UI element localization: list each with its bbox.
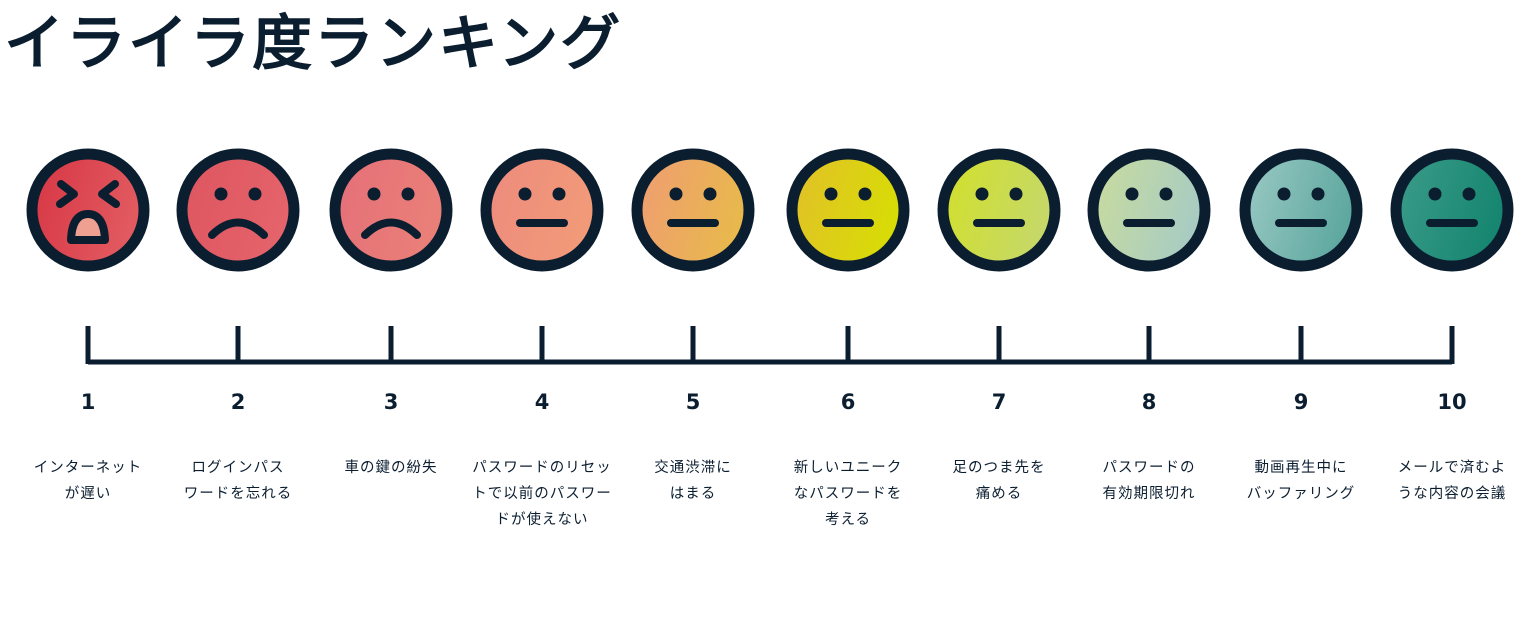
rank-number: 8 [1141,390,1157,414]
rank-label-line: トで以前のパスワー [472,486,612,502]
face-icon-neutral [1087,148,1211,272]
rank-label: パスワードのリセッ トで以前のパスワー ドが使えない [467,455,617,533]
rank-label-line: はまる [669,486,717,502]
rank-label-line: 交通渋滞に [654,460,732,476]
rank-label-line: パスワードのリセッ [472,460,612,476]
rank-label-line: 足のつま先を [952,460,1046,476]
rank-number: 3 [383,390,399,414]
rank-label-line: バッファリング [1246,486,1356,502]
face-icon-neutral [480,148,604,272]
rank-label-line: インターネット [33,460,143,476]
rank-number: 6 [840,390,856,414]
face-icon-neutral [1239,148,1363,272]
rank-label-line: が遅い [64,486,112,502]
rank-label: 新しいユニーク なパスワードを 考える [773,455,923,533]
rank-label: メールで済むよ うな内容の会議 [1377,455,1527,507]
face-icon-neutral [937,148,1061,272]
face-icon-neutral [1390,148,1514,272]
rank-number: 4 [534,390,550,414]
rank-label-line: なパスワードを [793,486,903,502]
rank-label: 車の鍵の紛失 [316,455,466,481]
rank-label-line: 考える [824,512,872,528]
rank-number: 10 [1437,390,1467,414]
face-icon-neutral [631,148,755,272]
rank-label-line: うな内容の会議 [1397,486,1507,502]
rank-label-line: ドが使えない [495,512,589,528]
rank-label: パスワードの 有効期限切れ [1074,455,1224,507]
face-icon-neutral [786,148,910,272]
rank-label: インターネット が遅い [13,455,163,507]
rank-label: 交通渋滞に はまる [618,455,768,507]
rank-label-line: ワードを忘れる [183,486,293,502]
rank-number: 7 [991,390,1007,414]
rank-label: ログインパス ワードを忘れる [163,455,313,507]
face-icon-sad [176,148,300,272]
face-icon-sad [329,148,453,272]
page-title: イライラ度ランキング [4,9,623,79]
rank-label-line: 車の鍵の紛失 [344,460,438,476]
rank-label-line: 有効期限切れ [1102,486,1196,502]
rank-label-line: 動画再生中に [1254,460,1348,476]
rank-label-line: メールで済むよ [1397,460,1507,476]
rank-number: 9 [1293,390,1309,414]
rank-label-line: 新しいユニーク [793,460,903,476]
rank-label-line: パスワードの [1102,460,1196,476]
rank-label: 動画再生中に バッファリング [1226,455,1376,507]
face-icon-crying-angry [26,148,150,272]
rank-label-line: 痛める [975,486,1023,502]
rank-number: 2 [230,390,246,414]
rank-label: 足のつま先を 痛める [924,455,1074,507]
rank-number: 1 [80,390,96,414]
rank-number: 5 [685,390,701,414]
rank-label-line: ログインパス [191,460,285,476]
